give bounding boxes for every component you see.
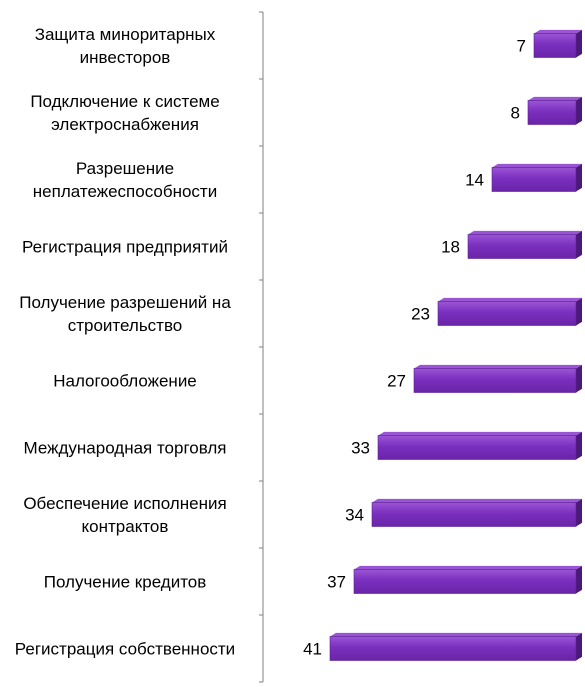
bar-top (378, 431, 582, 436)
bar-group (377, 431, 582, 460)
bar-group (329, 632, 582, 661)
category-label: Обеспечение исполнения контрактов (23, 494, 226, 536)
bar (413, 368, 577, 393)
bar-group (437, 297, 582, 326)
bar-side (576, 632, 582, 661)
category-label-line: Налогообложение (53, 372, 197, 391)
bar-top (330, 632, 582, 637)
bar-top (438, 297, 582, 302)
bar (371, 502, 577, 527)
category-label: Регистрация предприятий (22, 238, 228, 257)
bar-side (576, 230, 582, 259)
data-label: 8 (511, 104, 520, 123)
data-label: 14 (465, 171, 484, 190)
bar-top (528, 96, 582, 101)
bar-group (413, 364, 582, 393)
bar (377, 435, 577, 460)
category-label: Защита миноритарных инвесторов (35, 25, 216, 67)
bar-side (576, 297, 582, 326)
data-label: 23 (411, 305, 430, 324)
bar (491, 167, 577, 192)
bar-top (468, 230, 582, 235)
bar (353, 569, 577, 594)
bar (437, 301, 577, 326)
category-label-line: Разрешение (76, 159, 174, 178)
data-label: 27 (387, 372, 406, 391)
axis-ticks-layer (259, 11, 263, 683)
bar-group (491, 163, 582, 192)
bar-top (354, 565, 582, 570)
category-label-line: неплатежеспособности (33, 182, 217, 201)
data-label: 37 (327, 573, 346, 592)
bar-group (527, 96, 582, 125)
category-label: Налогообложение (53, 372, 197, 391)
bar-side (576, 364, 582, 393)
data-label: 33 (351, 439, 370, 458)
bar-top (492, 163, 582, 168)
category-label: Разрешение неплатежеспособности (33, 159, 217, 201)
bar (533, 33, 577, 58)
category-label: Получение кредитов (44, 573, 207, 592)
category-label-line: строительство (68, 316, 183, 335)
category-label: Подключение к системе электроснабжения (30, 92, 219, 134)
bars-layer (329, 29, 582, 661)
category-label-line: Международная торговля (23, 439, 226, 458)
data-label: 7 (517, 37, 526, 56)
bar-side (576, 565, 582, 594)
category-label-line: Получение кредитов (44, 573, 207, 592)
bar (329, 636, 577, 661)
bar-group (467, 230, 582, 259)
data-label: 34 (345, 506, 364, 525)
bar-group (533, 29, 582, 58)
bar-top (534, 29, 582, 34)
category-label-line: Регистрация предприятий (22, 238, 228, 257)
bar-side (576, 498, 582, 527)
data-label: 18 (441, 238, 460, 257)
bar-group (371, 498, 582, 527)
category-label-line: Получение разрешений на (19, 293, 231, 312)
category-label-line: Подключение к системе (30, 92, 219, 111)
bar-top (372, 498, 582, 503)
category-label-line: электроснабжения (51, 115, 199, 134)
bar-group (353, 565, 582, 594)
data-label: 41 (303, 640, 322, 659)
category-label-line: Обеспечение исполнения (23, 494, 226, 513)
bar-side (576, 163, 582, 192)
category-label: Получение разрешений на строительство (19, 293, 231, 335)
bar-side (576, 96, 582, 125)
category-label-line: Защита миноритарных (35, 25, 216, 44)
category-label-line: Регистрация собственности (15, 640, 235, 659)
value-labels-layer: 7 8 14 18 23 27 33 34 37 41 (303, 37, 526, 659)
category-labels-layer: Защита миноритарных инвесторов Подключение… (15, 25, 235, 659)
category-label: Международная торговля (23, 439, 226, 458)
bar-side (576, 29, 582, 58)
bar-top (414, 364, 582, 369)
category-label: Регистрация собственности (15, 640, 235, 659)
category-label-line: инвесторов (80, 48, 171, 67)
bar (527, 100, 577, 125)
bar-side (576, 431, 582, 460)
category-label-line: контрактов (82, 517, 169, 536)
bar (467, 234, 577, 259)
